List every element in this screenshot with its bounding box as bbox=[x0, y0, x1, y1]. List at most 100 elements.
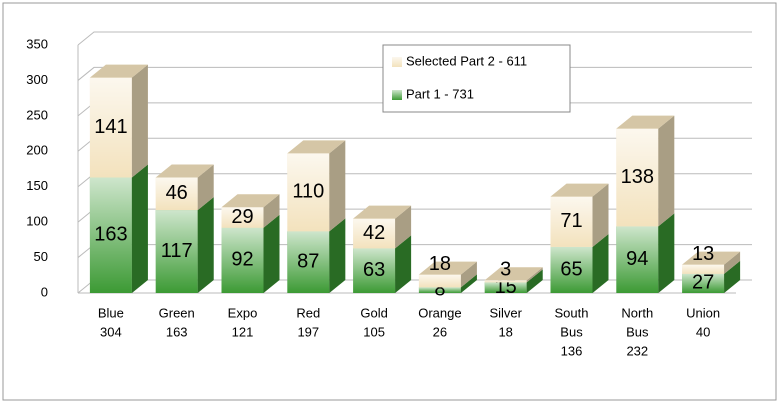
bar-top-shade bbox=[155, 164, 214, 178]
x-tick-label: Silver bbox=[489, 305, 522, 320]
bar-side bbox=[526, 267, 543, 283]
bar-shine bbox=[221, 207, 264, 228]
value-label: 92 bbox=[231, 249, 253, 271]
bar-shine bbox=[353, 218, 396, 249]
bar-side-shade bbox=[658, 213, 675, 293]
x-tick-label: Orange bbox=[418, 305, 461, 320]
value-label: 87 bbox=[297, 250, 319, 272]
bar-segment bbox=[484, 269, 543, 293]
x-tick-label: 163 bbox=[166, 324, 188, 339]
bar-segment bbox=[287, 140, 346, 232]
bar-side-shade bbox=[197, 197, 214, 293]
bar-top bbox=[682, 251, 741, 265]
bar-side-shade bbox=[526, 267, 543, 283]
x-tick-label: 40 bbox=[696, 324, 710, 339]
bar-top bbox=[89, 64, 148, 78]
value-label: 110 bbox=[292, 181, 324, 203]
x-tick-label: 232 bbox=[626, 343, 648, 358]
bar-side bbox=[395, 205, 412, 249]
bar-top-shade bbox=[89, 64, 148, 78]
y-tick-label: 200 bbox=[26, 143, 48, 158]
bar-segment bbox=[155, 197, 214, 293]
bar-side bbox=[526, 269, 543, 293]
value-label: 13 bbox=[692, 243, 714, 265]
bar-side bbox=[460, 261, 477, 288]
x-tick-label: 121 bbox=[232, 324, 254, 339]
value-label: 8 bbox=[434, 278, 445, 300]
bar-side-shade bbox=[395, 205, 412, 249]
legend-box bbox=[382, 44, 571, 113]
bar-top bbox=[155, 164, 214, 178]
bar-side bbox=[131, 64, 148, 178]
bar-shine bbox=[418, 287, 461, 293]
bar-segment bbox=[221, 214, 280, 293]
bar-segment bbox=[682, 251, 741, 274]
bar-side bbox=[592, 233, 609, 293]
y-tick-label: 0 bbox=[41, 284, 48, 299]
bar-top bbox=[221, 194, 280, 208]
bar-shine bbox=[89, 77, 132, 178]
legend-label: Part 1 - 731 bbox=[406, 86, 474, 101]
value-label: 29 bbox=[231, 206, 253, 228]
bar-segment bbox=[484, 267, 543, 283]
bar-top-shade bbox=[550, 183, 609, 197]
x-tick-label: 105 bbox=[363, 324, 385, 339]
bar-side bbox=[460, 274, 477, 293]
grid-line bbox=[77, 31, 752, 46]
value-label: 71 bbox=[560, 210, 582, 232]
y-tick-label: 300 bbox=[26, 72, 48, 87]
bar-side bbox=[395, 235, 412, 293]
bar-shine bbox=[550, 246, 593, 293]
bar-shine bbox=[484, 280, 527, 283]
bar-segment bbox=[616, 115, 675, 227]
x-tick-label: 136 bbox=[561, 343, 583, 358]
value-label: 163 bbox=[94, 224, 127, 246]
bar-side-shade bbox=[658, 115, 675, 227]
bar-side-shade bbox=[197, 164, 214, 211]
legend-swatch-shine bbox=[392, 90, 402, 100]
value-label: 27 bbox=[692, 272, 714, 294]
bar-side-shade bbox=[263, 214, 280, 293]
x-tick-label: Red bbox=[296, 305, 320, 320]
value-label: 3 bbox=[500, 259, 511, 281]
value-label: 65 bbox=[560, 258, 582, 280]
bar-shine bbox=[287, 153, 330, 232]
bar-segment bbox=[418, 274, 477, 293]
x-tick-label: Gold bbox=[360, 305, 387, 320]
x-tick-label: Blue bbox=[98, 305, 124, 320]
bar-segment bbox=[287, 218, 346, 293]
x-tick-label: Bus bbox=[560, 324, 583, 339]
x-tick-label: Union bbox=[686, 305, 720, 320]
x-tick-label: Green bbox=[159, 305, 195, 320]
bar-top bbox=[616, 115, 675, 129]
bar-shine bbox=[155, 177, 198, 211]
x-tick-label: 197 bbox=[297, 324, 319, 339]
y-tick-label: 150 bbox=[26, 178, 48, 193]
bar-side bbox=[658, 213, 675, 293]
bar-side bbox=[329, 140, 346, 232]
bar-top-shade bbox=[616, 115, 675, 129]
bar-side-shade bbox=[329, 140, 346, 232]
bar-shine bbox=[616, 128, 659, 227]
legend-label: Selected Part 2 - 611 bbox=[406, 53, 527, 68]
bar-side-shade bbox=[526, 269, 543, 293]
bar-top-shade bbox=[353, 205, 412, 219]
bar-side bbox=[724, 260, 741, 293]
x-tick-label: North bbox=[621, 305, 653, 320]
bar-shine bbox=[89, 177, 132, 293]
bar-shine bbox=[484, 282, 527, 293]
bar-side-shade bbox=[131, 164, 148, 293]
bar-side-shade bbox=[592, 183, 609, 247]
bar-top bbox=[353, 205, 412, 219]
x-tick-label: South bbox=[555, 305, 589, 320]
value-label: 63 bbox=[363, 259, 385, 281]
bar-shine bbox=[287, 231, 330, 293]
bar-segment bbox=[353, 205, 412, 249]
bar-segment bbox=[550, 183, 609, 247]
bar-segment bbox=[353, 235, 412, 293]
bar-side bbox=[592, 183, 609, 247]
x-tick-label: 304 bbox=[100, 324, 122, 339]
y-tick-label: 50 bbox=[34, 249, 48, 264]
bar-side-shade bbox=[592, 233, 609, 293]
